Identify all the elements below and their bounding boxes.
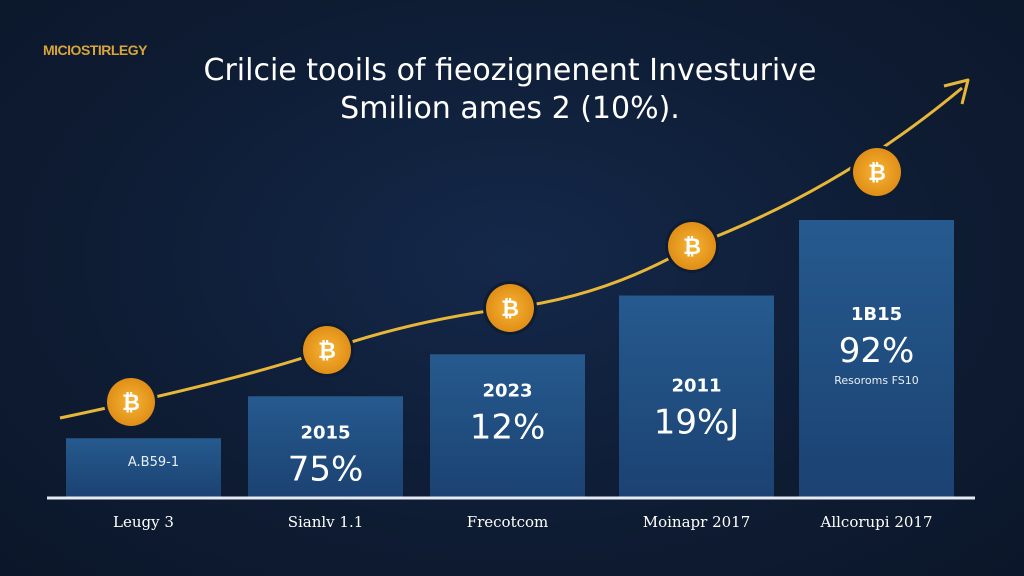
bitcoin-symbol-icon: ₿ bbox=[501, 297, 519, 322]
bitcoin-symbol-icon: ₿ bbox=[122, 391, 140, 416]
bar bbox=[799, 220, 954, 497]
bar bbox=[619, 295, 774, 497]
bar bbox=[66, 438, 221, 497]
x-tick-label: Allcorupi 2017 bbox=[819, 513, 932, 531]
x-tick-label: Leugy 3 bbox=[113, 513, 174, 531]
bitcoin-coin-icon bbox=[668, 222, 716, 270]
x-tick-label: Sianlv 1.1 bbox=[288, 513, 364, 531]
bar-year-label: 1B15 bbox=[851, 304, 902, 325]
bar-year-label: 2015 bbox=[300, 422, 350, 443]
bar-year-label: 2011 bbox=[671, 376, 721, 397]
bitcoin-coin-icon bbox=[303, 326, 351, 374]
trend-arrowhead bbox=[943, 78, 970, 105]
brand-logo: MICIOSTIRLEGY bbox=[43, 42, 147, 58]
chart-title-line: Crilcie tooils of fieozignenent Investur… bbox=[203, 53, 817, 88]
bar bbox=[430, 354, 585, 497]
bitcoin-symbol-icon: ₿ bbox=[683, 235, 701, 260]
bar-year-label: A.B59-1 bbox=[128, 455, 179, 470]
chart-subtitle: Smilion ames 2 (10%). bbox=[340, 91, 680, 126]
bar bbox=[248, 396, 403, 497]
bitcoin-coin-icon bbox=[853, 148, 901, 196]
bitcoin-coin-icon bbox=[486, 284, 534, 332]
bar-year-label: 2023 bbox=[482, 380, 532, 401]
bitcoin-coin-icon bbox=[107, 378, 155, 426]
bitcoin-symbol-icon: ₿ bbox=[318, 339, 336, 364]
bar-value-label: 75% bbox=[288, 449, 364, 489]
bar-value-label: 92% bbox=[839, 331, 915, 371]
bar-value-label: 12% bbox=[470, 407, 546, 447]
x-tick-label: Moinapr 2017 bbox=[643, 513, 751, 531]
bar-note-label: Resoroms FS10 bbox=[834, 374, 918, 387]
chart-title: Crilcie tooils of fieozignenent Investur… bbox=[180, 52, 840, 128]
bar-value-label: 19%J bbox=[654, 403, 740, 443]
bitcoin-symbol-icon: ₿ bbox=[868, 161, 886, 186]
x-tick-label: Frecotcom bbox=[467, 513, 549, 531]
